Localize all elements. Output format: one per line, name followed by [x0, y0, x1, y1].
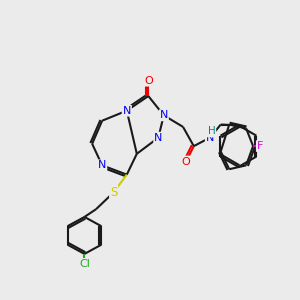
Text: F: F: [257, 141, 263, 151]
Text: H: H: [208, 127, 215, 136]
Text: N: N: [123, 106, 131, 116]
Text: O: O: [144, 76, 153, 86]
Text: N: N: [206, 133, 214, 142]
Text: N: N: [160, 110, 168, 120]
Text: N: N: [98, 160, 106, 170]
Text: Cl: Cl: [79, 259, 90, 269]
Text: O: O: [182, 157, 190, 166]
Text: N: N: [154, 133, 163, 142]
Text: S: S: [110, 186, 117, 199]
